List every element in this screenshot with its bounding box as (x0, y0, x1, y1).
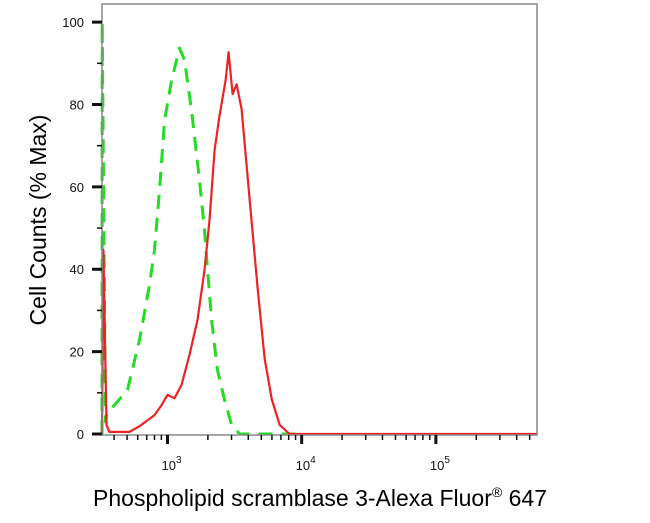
y-tick-label: 80 (70, 97, 84, 112)
x-axis-label-main: Phospholipid scramblase 3-Alexa Fluor (93, 485, 492, 511)
y-tick-label: 40 (70, 262, 84, 277)
y-tick-label: 100 (62, 15, 84, 30)
y-tick-label: 20 (70, 345, 84, 360)
y-tick-label: 0 (77, 427, 84, 442)
series-line-sample (100, 51, 537, 436)
axes: 0 20 40 60 80 100 103 104 105 (62, 15, 531, 473)
x-axis-label-superscript: ® (492, 484, 503, 500)
y-axis-label: Cell Counts (% Max) (25, 115, 51, 326)
x-axis-label-suffix: 647 (502, 485, 547, 511)
x-tick-label: 103 (161, 455, 181, 473)
x-axis-label: Phospholipid scramblase 3-Alexa Fluor® 6… (93, 484, 547, 511)
x-tick-label: 104 (296, 455, 316, 473)
x-tick-label: 105 (430, 455, 450, 473)
series-line-control (100, 20, 300, 436)
plot-area (100, 20, 537, 436)
y-tick-label: 60 (70, 180, 84, 195)
plot-frame (101, 3, 538, 436)
